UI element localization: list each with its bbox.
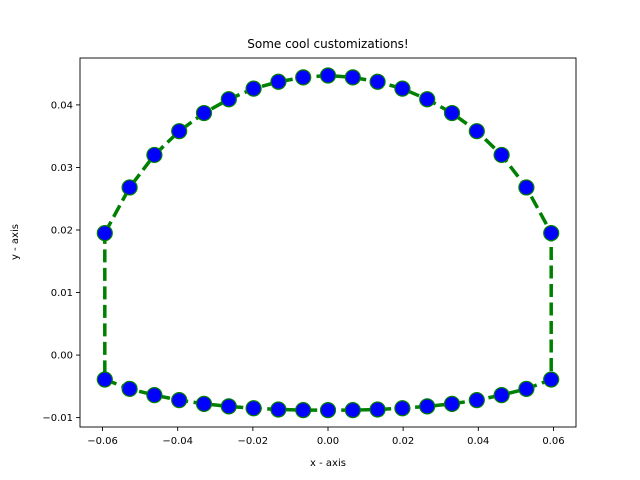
- data-point: [195, 104, 213, 122]
- data-point: [493, 146, 510, 164]
- data-point: [295, 69, 312, 86]
- data-point: [543, 225, 560, 242]
- data-point: [394, 400, 411, 417]
- data-point: [419, 91, 436, 108]
- data-point: [295, 402, 312, 419]
- y-axis-label: y - axis: [10, 224, 21, 260]
- data-point: [518, 179, 535, 196]
- data-point: [220, 398, 237, 415]
- data-point: [319, 67, 337, 84]
- data-point: [419, 398, 436, 415]
- chart-title: Some cool customizations!: [247, 37, 409, 51]
- x-tick-label: 0.04: [467, 436, 489, 447]
- data-point: [171, 392, 188, 409]
- plot-area: [80, 58, 576, 427]
- data-point: [171, 123, 188, 140]
- y-tick-label: 0.02: [51, 225, 73, 236]
- x-axis-label: x - axis: [310, 458, 346, 469]
- x-tick-label: −0.04: [162, 436, 193, 447]
- data-point: [443, 104, 461, 122]
- data-point: [96, 225, 113, 242]
- data-point: [394, 80, 411, 97]
- data-point: [245, 400, 262, 417]
- x-tick-label: −0.06: [87, 436, 118, 447]
- y-tick-label: 0.04: [51, 100, 73, 111]
- x-tick-label: 0.06: [542, 436, 564, 447]
- y-tick-label: 0.03: [51, 163, 73, 174]
- data-point: [220, 91, 237, 108]
- x-tick-label: −0.02: [238, 436, 269, 447]
- data-point: [344, 402, 361, 419]
- data-point: [96, 371, 113, 388]
- y-tick-label: 0.00: [51, 351, 73, 362]
- data-point: [270, 73, 287, 90]
- x-tick-label: 0.02: [392, 436, 414, 447]
- data-point: [468, 123, 485, 140]
- y-tick-label: −0.01: [42, 413, 73, 424]
- data-point: [319, 402, 337, 419]
- data-point: [195, 395, 213, 412]
- data-point: [146, 146, 163, 164]
- plot-background: [80, 58, 576, 427]
- x-tick-label: 0.00: [317, 436, 339, 447]
- y-tick-label: 0.01: [51, 288, 73, 299]
- data-point: [468, 392, 485, 409]
- data-point: [121, 179, 138, 196]
- data-point: [543, 371, 560, 388]
- data-point: [245, 80, 262, 97]
- data-point: [121, 380, 138, 397]
- data-point: [443, 395, 461, 412]
- data-point: [270, 401, 287, 418]
- data-point: [344, 69, 361, 86]
- data-point: [369, 73, 386, 90]
- axes-layer: −0.06 −0.04 −0.02 0.00 0.02 0.04 0.06 −0.01 0.00…: [42, 57, 577, 447]
- series-layer: [96, 67, 560, 419]
- data-point: [493, 387, 510, 404]
- data-point: [146, 387, 163, 404]
- data-point: [369, 401, 386, 418]
- data-point: [518, 380, 535, 397]
